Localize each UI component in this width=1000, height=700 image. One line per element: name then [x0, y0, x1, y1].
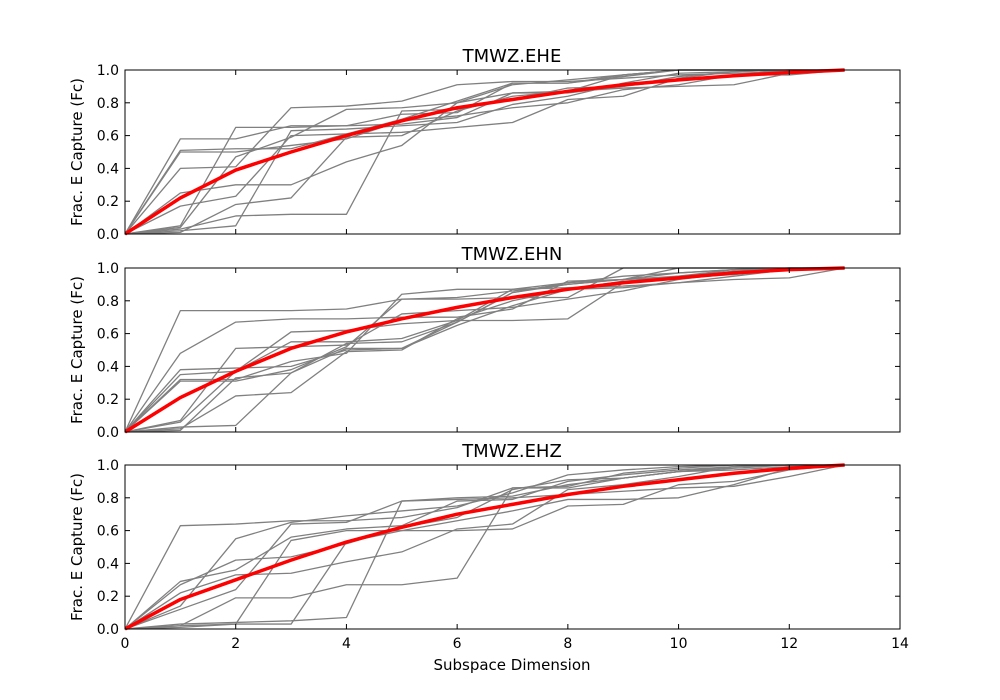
axes-frame — [124, 267, 901, 433]
x-tick-label: 4 — [342, 636, 351, 652]
panel-ehn: TMWZ.EHN Frac. E Capture (Fc) 0.0 0.2 0.4 0… — [68, 244, 901, 441]
y-tick-label: 0.4 — [97, 161, 119, 177]
y-tick-label: 0.6 — [97, 327, 119, 343]
x-tick-label: 2 — [231, 636, 240, 652]
panel-ehz: TMWZ.EHZ Frac. E Capture (Fc) 0.0 0.2 0.4 0… — [68, 441, 909, 652]
x-axis-label: Subspace Dimension — [433, 656, 590, 674]
plot-area — [125, 268, 900, 432]
series-line-8 — [125, 464, 845, 630]
x-tick-label: 0 — [121, 636, 130, 652]
series-group — [125, 266, 845, 434]
y-tick-label: 0.0 — [97, 425, 119, 441]
y-axis-label: Frac. E Capture (Fc) — [68, 473, 86, 621]
x-tick-label: 10 — [670, 636, 688, 652]
mean-line — [125, 463, 845, 631]
y-tick-label: 0.4 — [97, 556, 119, 572]
y-tick-label: 0.6 — [97, 524, 119, 540]
series-line-10 — [125, 464, 845, 630]
x-tick-label: 12 — [780, 636, 798, 652]
series-group — [125, 463, 845, 631]
y-tick-label: 0.2 — [97, 194, 119, 210]
y-tick-label: 0.2 — [97, 589, 119, 605]
y-tick-label: 0.4 — [97, 359, 119, 375]
panel-ehe: TMWZ.EHE Frac. E Capture (Fc) 0.0 0.2 0.4 0… — [68, 46, 901, 243]
y-axis-label: Frac. E Capture (Fc) — [68, 78, 86, 226]
x-tick-label: 6 — [453, 636, 462, 652]
y-axis-label: Frac. E Capture (Fc) — [68, 276, 86, 424]
series-line-10 — [125, 69, 845, 235]
series-line-9 — [125, 464, 845, 630]
y-tick-label: 0.0 — [97, 227, 119, 243]
y-tick-label: 0.6 — [97, 129, 119, 145]
panel-title: TMWZ.EHN — [461, 244, 563, 265]
y-tick-label: 1.0 — [97, 458, 119, 474]
y-tick-label: 0.8 — [97, 294, 119, 310]
series-line-5 — [125, 69, 845, 235]
y-tick-label: 0.8 — [97, 96, 119, 112]
y-tick-label: 1.0 — [97, 63, 119, 79]
mean-line — [125, 266, 845, 434]
series-line-4 — [125, 464, 845, 630]
x-tick-label: 14 — [891, 636, 909, 652]
mean-line — [125, 68, 845, 236]
series-line-4 — [125, 69, 845, 235]
series-line-7 — [125, 464, 845, 630]
panel-title: TMWZ.EHZ — [461, 441, 562, 462]
plot-area — [125, 70, 900, 234]
y-tick-label: 0.2 — [97, 392, 119, 408]
y-tick-label: 0.8 — [97, 491, 119, 507]
series-line-9 — [125, 267, 845, 433]
y-tick-label: 1.0 — [97, 261, 119, 277]
series-line-11 — [125, 267, 845, 433]
x-tick-label: 8 — [563, 636, 572, 652]
y-tick-label: 0.0 — [97, 622, 119, 638]
panel-title: TMWZ.EHE — [462, 46, 562, 67]
axes-frame — [124, 464, 901, 630]
axes-frame — [124, 69, 901, 235]
